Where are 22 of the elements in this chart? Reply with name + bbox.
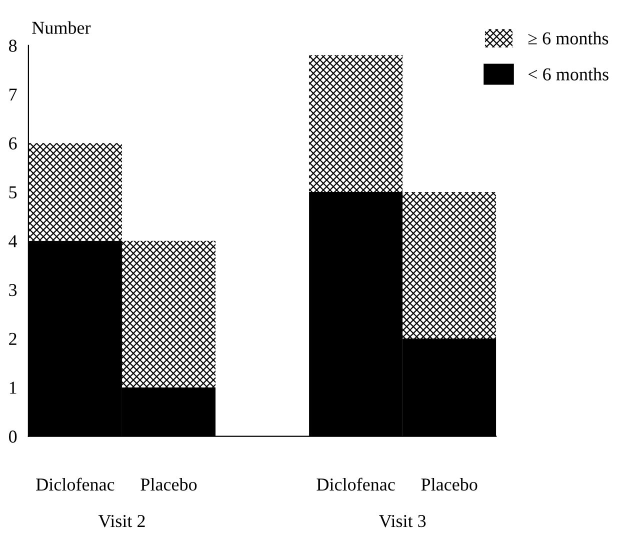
x-tick-label: Diclofenac (316, 478, 395, 491)
y-tick-label: 7 (9, 88, 17, 101)
legend-label: < 6 months (528, 68, 608, 80)
y-tick-label: 3 (9, 284, 17, 296)
y-tick-label: 5 (9, 186, 17, 198)
x-tick-label: Placebo (140, 478, 197, 491)
bar (28, 143, 122, 241)
y-axis-title: Number (32, 21, 91, 34)
y-tick-label: 8 (8, 40, 17, 52)
bar (309, 55, 403, 192)
x-tick-label: Placebo (421, 478, 478, 491)
x-tick-label: Diclofenac (36, 478, 114, 491)
y-tick-label: 2 (9, 332, 16, 345)
y-tick-label: 4 (8, 235, 18, 248)
bar (402, 192, 496, 339)
text: Visit 2 (98, 515, 145, 528)
y-tick-label: 0 (8, 430, 17, 443)
y-tick-label: 6 (9, 137, 17, 150)
text: Visit 3 (379, 515, 426, 528)
y-tick-label: 1 (10, 382, 16, 394)
bar (122, 240, 216, 388)
legend-label: ≥ 6 months (528, 32, 608, 44)
